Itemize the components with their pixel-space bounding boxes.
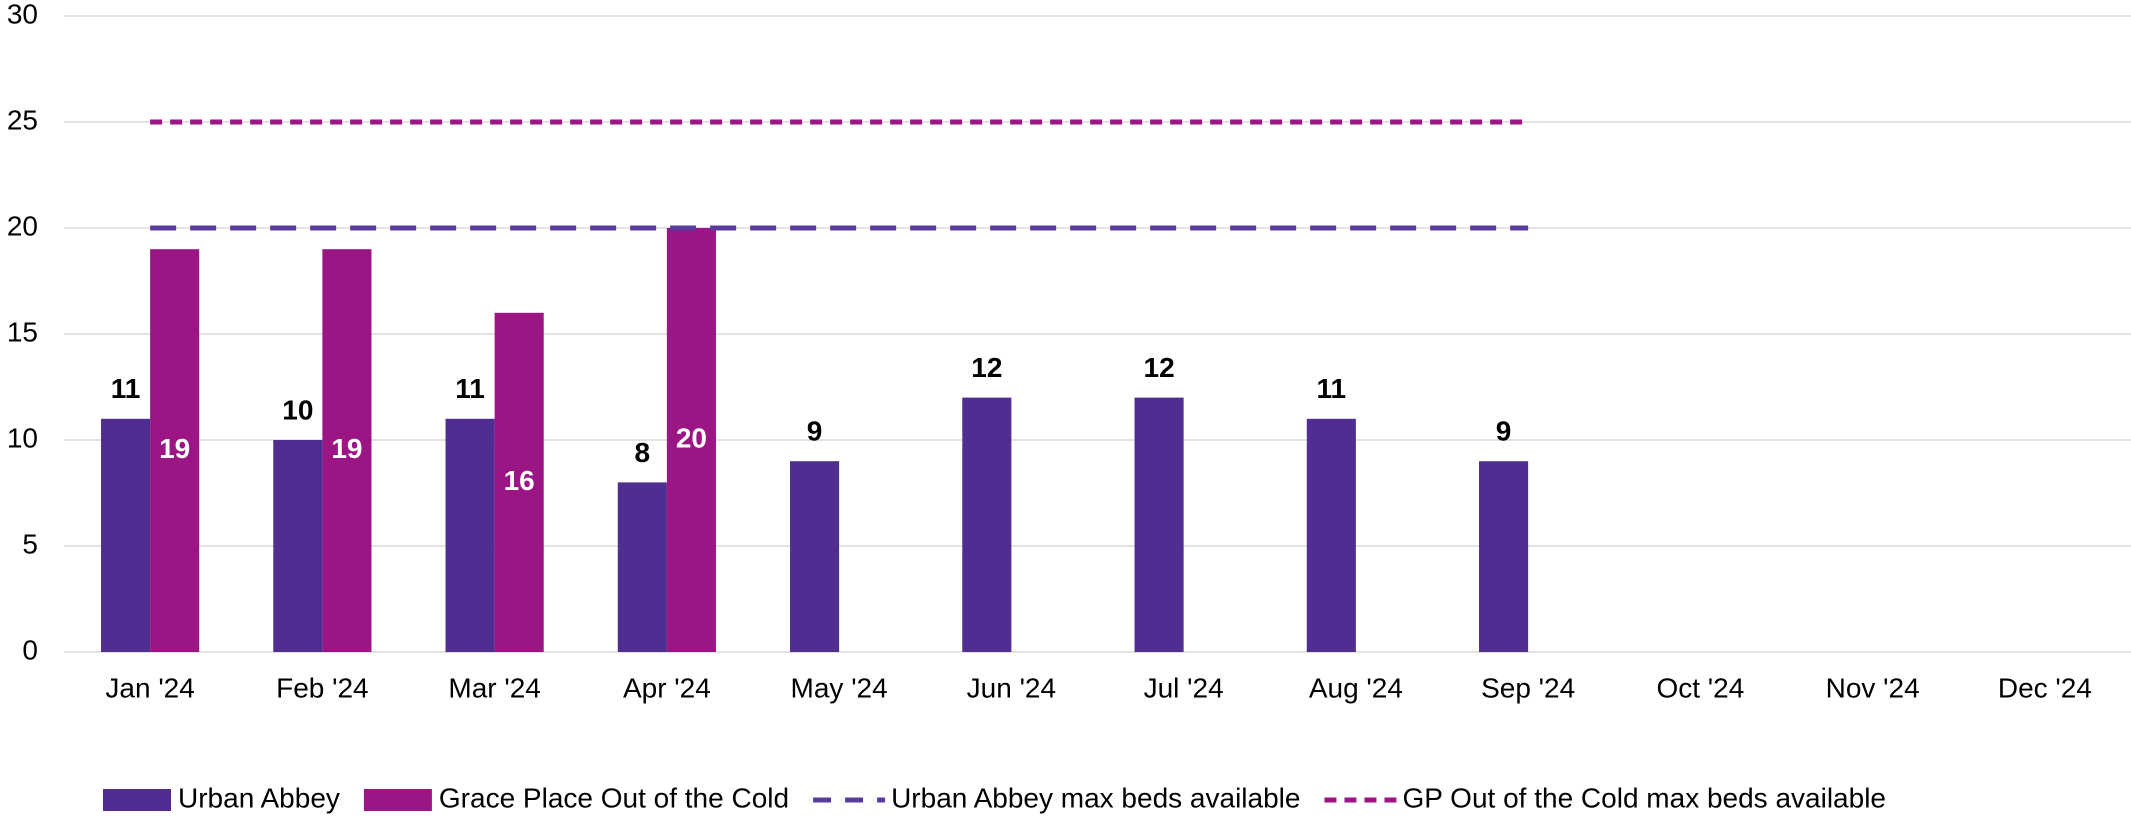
x-tick-label: Jun '24 <box>967 672 1056 703</box>
x-tick-label: Jan '24 <box>105 672 194 703</box>
bar <box>101 418 151 652</box>
y-tick-label: 20 <box>7 210 38 241</box>
legend-label: GP Out of the Cold max beds available <box>1402 782 1886 813</box>
legend-swatch <box>103 789 171 811</box>
x-tick-label: Nov '24 <box>1826 672 1920 703</box>
legend-label: Grace Place Out of the Cold <box>439 782 789 813</box>
data-label: 11 <box>111 373 141 404</box>
x-tick-label: Oct '24 <box>1656 672 1744 703</box>
y-tick-label: 25 <box>7 104 38 135</box>
x-tick-label: Dec '24 <box>1998 672 2092 703</box>
data-label: 11 <box>455 373 485 404</box>
legend-swatch <box>363 789 432 811</box>
bar <box>273 440 323 652</box>
bar <box>494 312 544 652</box>
data-label: 16 <box>504 465 535 496</box>
data-label: 11 <box>1317 373 1347 404</box>
x-tick-label: Aug '24 <box>1309 672 1403 703</box>
data-label: 19 <box>159 433 190 464</box>
bar <box>150 249 200 652</box>
data-label: 12 <box>1144 352 1175 383</box>
y-tick-label: 5 <box>22 528 38 559</box>
bar <box>790 461 840 652</box>
x-tick-label: Mar '24 <box>448 672 541 703</box>
x-tick-label: Apr '24 <box>623 672 711 703</box>
bar <box>322 249 372 652</box>
x-tick-label: Sep '24 <box>1481 672 1575 703</box>
bar <box>1479 461 1529 652</box>
bar <box>1306 418 1356 652</box>
data-label: 20 <box>676 422 707 453</box>
bar <box>445 418 495 652</box>
bar <box>666 228 716 652</box>
legend-label: Urban Abbey <box>178 782 340 813</box>
y-tick-label: 30 <box>7 0 38 29</box>
y-tick-label: 0 <box>22 634 38 665</box>
data-label: 19 <box>331 433 362 464</box>
legend-label: Urban Abbey max beds available <box>891 782 1300 813</box>
data-label: 10 <box>282 394 313 425</box>
bar <box>962 397 1012 652</box>
x-tick-label: Jul '24 <box>1144 672 1224 703</box>
x-tick-label: May '24 <box>791 672 888 703</box>
y-tick-label: 15 <box>7 316 38 347</box>
data-label: 12 <box>971 352 1002 383</box>
data-label: 8 <box>635 437 651 468</box>
bar <box>1134 397 1184 652</box>
y-tick-label: 10 <box>7 422 38 453</box>
data-label: 9 <box>1496 416 1512 447</box>
data-label: 9 <box>807 416 823 447</box>
x-tick-label: Feb '24 <box>276 672 369 703</box>
bar <box>617 482 667 652</box>
